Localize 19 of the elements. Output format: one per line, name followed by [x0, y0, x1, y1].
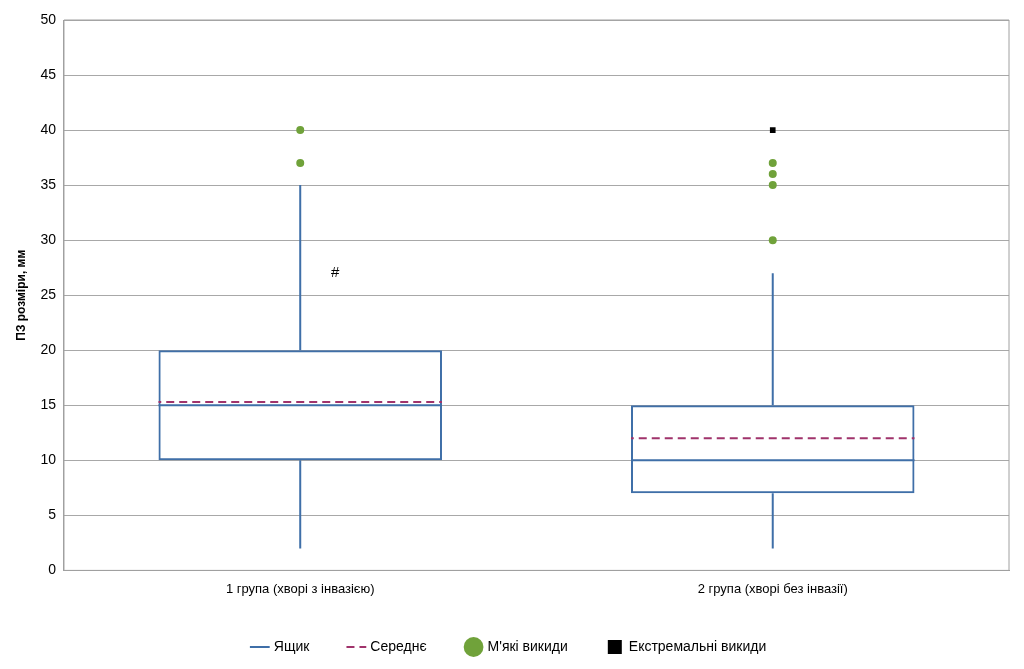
y-tick-label: 20: [40, 341, 57, 358]
y-axis-title: ПЗ розміри, мм: [13, 249, 28, 341]
y-tick-label: 5: [48, 506, 57, 523]
y-tick-label: 25: [40, 286, 57, 303]
y-tick-label: 40: [40, 120, 57, 137]
y-tick-label: 35: [40, 175, 57, 192]
y-tick-label: 45: [40, 65, 57, 82]
x-tick-label: 2 група (хворі без інвазії): [697, 580, 848, 596]
legend-label: Середнє: [370, 637, 427, 654]
y-tick-label: 0: [48, 561, 57, 578]
y-tick-label: 15: [40, 396, 57, 413]
annotation: #: [331, 263, 341, 281]
y-tick-label: 50: [40, 10, 57, 27]
y-tick-label: 10: [40, 451, 57, 468]
legend-label: М'які викиди: [487, 637, 568, 654]
y-tick-label: 30: [40, 231, 57, 248]
x-tick-label: 1 група (хворі з інвазією): [225, 580, 375, 596]
legend-label: Ящик: [273, 637, 311, 654]
legend-label: Екстремальні викиди: [628, 637, 767, 654]
